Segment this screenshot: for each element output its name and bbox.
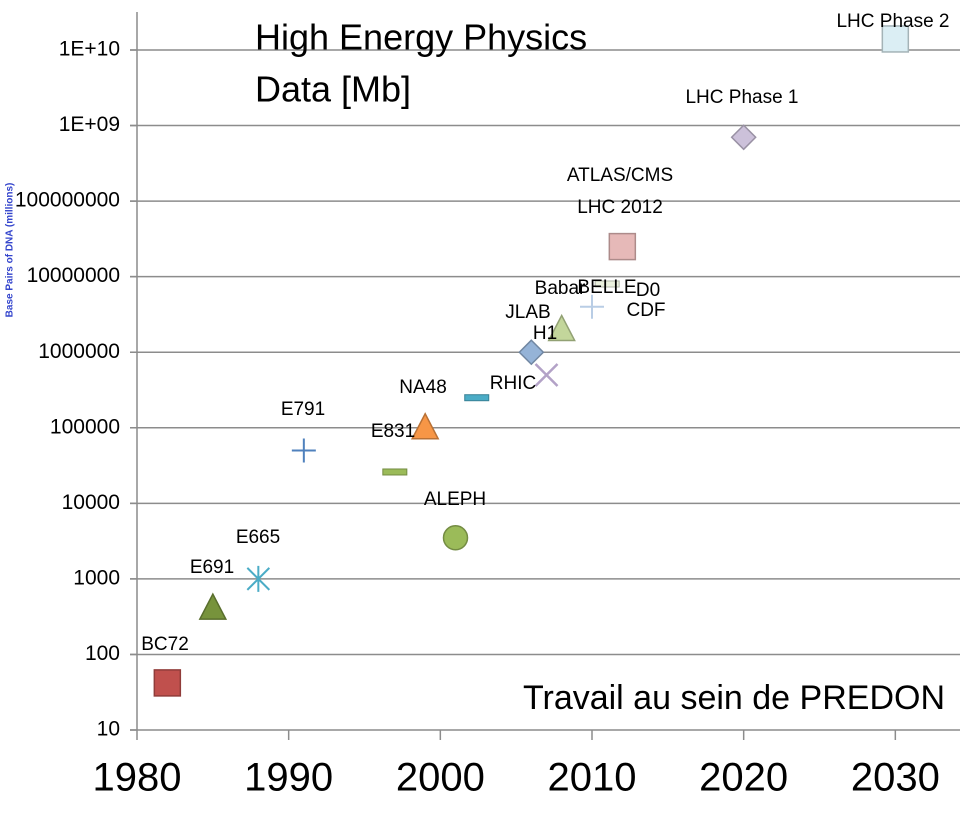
point (246, 565, 271, 592)
annotation: Babar (535, 278, 586, 299)
y-tick-label: 10000 (62, 491, 120, 514)
y-tick-label: 100000 (50, 415, 120, 438)
x-tick-label: 2010 (548, 756, 637, 800)
point (534, 363, 559, 387)
point (198, 592, 228, 620)
point (464, 394, 490, 402)
annotation: E831 (371, 421, 415, 442)
point (547, 313, 576, 342)
x-tick-label: 2000 (396, 756, 485, 800)
annotation: ATLAS/CMS (567, 165, 673, 186)
annotation: LHC 2012 (577, 197, 663, 218)
x-tick-label: 1990 (244, 756, 333, 800)
annotation: BELLE (577, 277, 636, 298)
annotation: CDF (626, 300, 665, 321)
annotation: LHC Phase 1 (685, 87, 798, 108)
y-tick-label: 10000000 (27, 264, 120, 287)
annotation: D0 (636, 280, 660, 301)
note: Travail au sein de PREDON (523, 679, 945, 717)
y-axis-label: Base Pairs of DNA (millions) (5, 183, 16, 318)
y-tick-label: 1E+10 (59, 38, 120, 61)
point (442, 525, 469, 551)
annotation: JLAB (505, 302, 550, 323)
annotation: ALEPH (424, 489, 486, 510)
point (730, 124, 757, 151)
y-tick-label: 10 (97, 718, 120, 741)
x-tick-label: 2030 (851, 756, 940, 800)
y-tick-label: 100 (85, 642, 120, 665)
annotation: E691 (190, 557, 234, 578)
annotation: RHIC (490, 373, 536, 394)
y-tick-label: 1000000 (38, 340, 120, 363)
annotation: BC72 (141, 634, 189, 655)
point (608, 232, 637, 261)
plot: Base Pairs of DNA (millions) 10 100 1000 100… (5, 11, 960, 800)
y-tick-label: 100000000 (15, 189, 120, 212)
point (410, 412, 440, 440)
point (881, 25, 910, 53)
point (153, 669, 182, 697)
annotation: H1 (533, 323, 557, 344)
point (580, 294, 604, 319)
y-tick-label: 1000 (73, 566, 120, 589)
annotation: E665 (236, 527, 280, 548)
point (291, 438, 316, 463)
annotation: LHC Phase 2 (836, 11, 949, 32)
annotation: NA48 (399, 377, 447, 398)
x-tick-label: 2020 (699, 756, 788, 800)
point (594, 280, 620, 288)
chart-title: High Energy Physics (255, 17, 587, 58)
x-tick-label: 1980 (93, 756, 182, 800)
point (382, 468, 408, 476)
chart-title: Data [Mb] (255, 69, 411, 110)
y-tick-label: 1E+09 (59, 113, 120, 136)
annotation: E791 (281, 399, 325, 420)
point (518, 339, 545, 366)
